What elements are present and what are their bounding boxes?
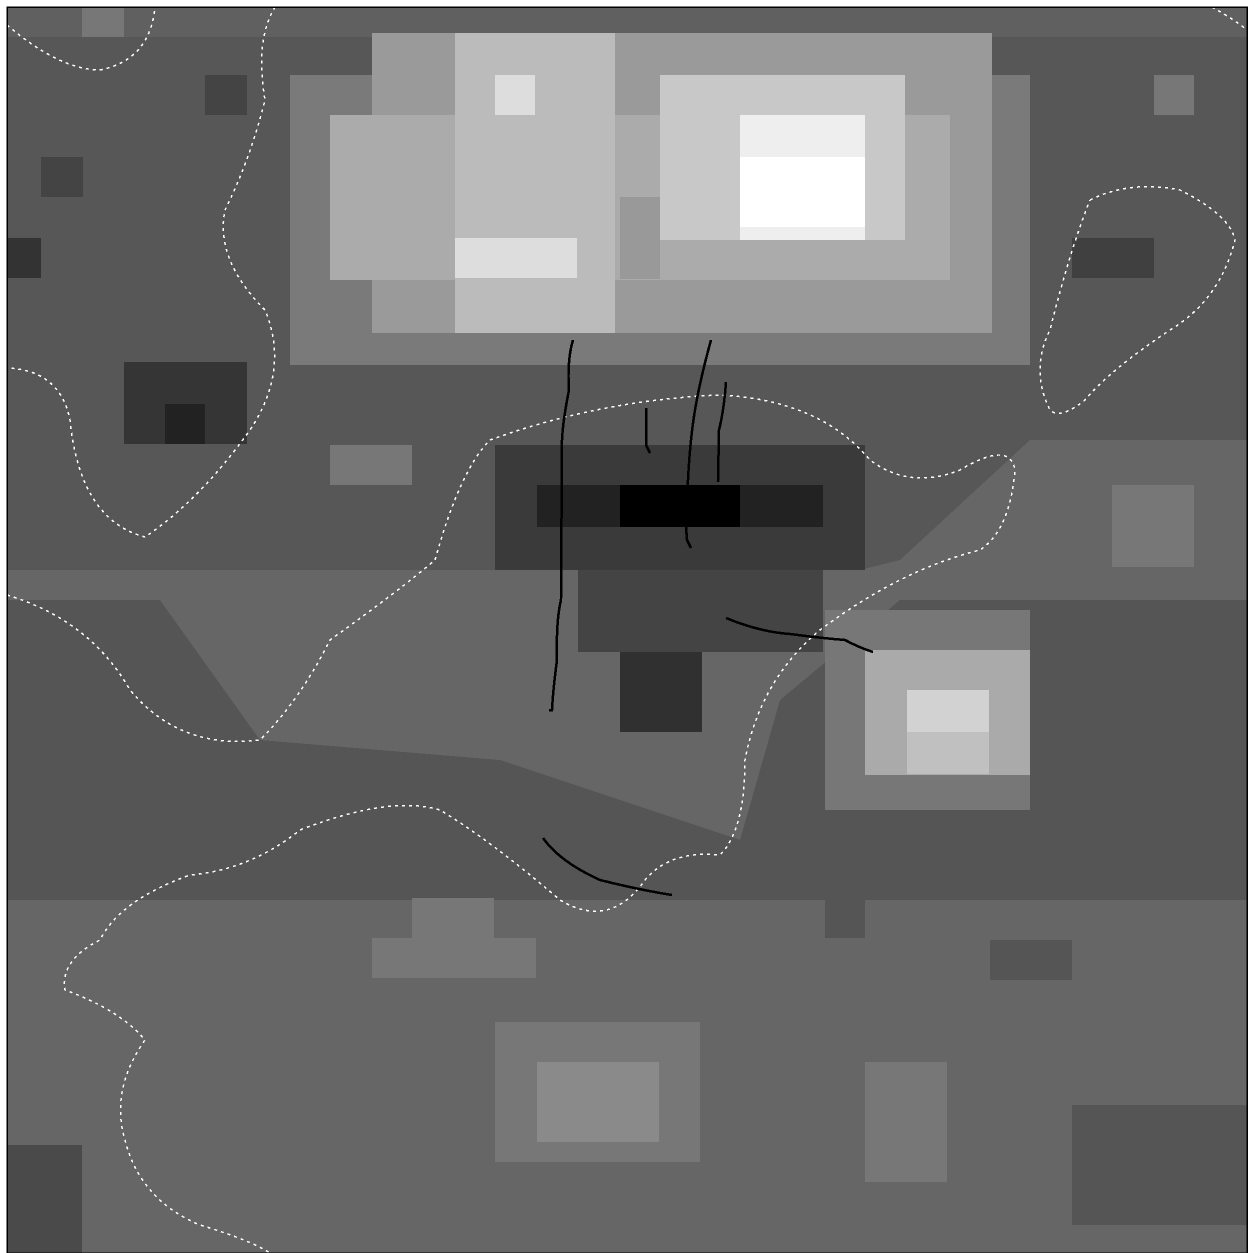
stroke	[716, 381, 728, 483]
contour	[6, 6, 276, 538]
tile	[990, 940, 1072, 980]
tile	[165, 404, 205, 444]
tile	[205, 75, 247, 115]
tile	[41, 157, 83, 197]
tile	[372, 938, 536, 978]
stroke	[644, 408, 652, 454]
blob-peak	[455, 238, 577, 278]
tile	[825, 858, 865, 938]
tile	[620, 197, 660, 279]
tile	[82, 7, 124, 37]
dark-blob	[578, 570, 823, 652]
stroke	[549, 339, 575, 712]
blob2-core	[907, 690, 989, 732]
tile	[7, 1145, 82, 1253]
blob2-core	[907, 732, 989, 774]
contour	[6, 394, 1016, 1253]
tile	[1154, 75, 1194, 115]
tile	[7, 7, 1247, 37]
dark-core	[620, 485, 740, 527]
tile	[7, 238, 41, 278]
tile	[1112, 485, 1194, 567]
blob-core	[740, 157, 865, 227]
dark-blob	[620, 652, 702, 732]
contour	[1211, 6, 1248, 31]
contour	[6, 6, 156, 71]
tile	[537, 1062, 659, 1142]
frame	[6, 6, 1248, 1253]
tile	[330, 445, 412, 485]
tile	[1072, 1105, 1247, 1225]
contour	[1039, 185, 1236, 415]
blob-peak	[495, 75, 535, 115]
stroke	[541, 837, 673, 897]
tile	[865, 1062, 947, 1182]
tile	[1072, 238, 1154, 278]
stroke	[725, 616, 874, 654]
stroke	[684, 339, 713, 549]
tile	[412, 898, 494, 938]
